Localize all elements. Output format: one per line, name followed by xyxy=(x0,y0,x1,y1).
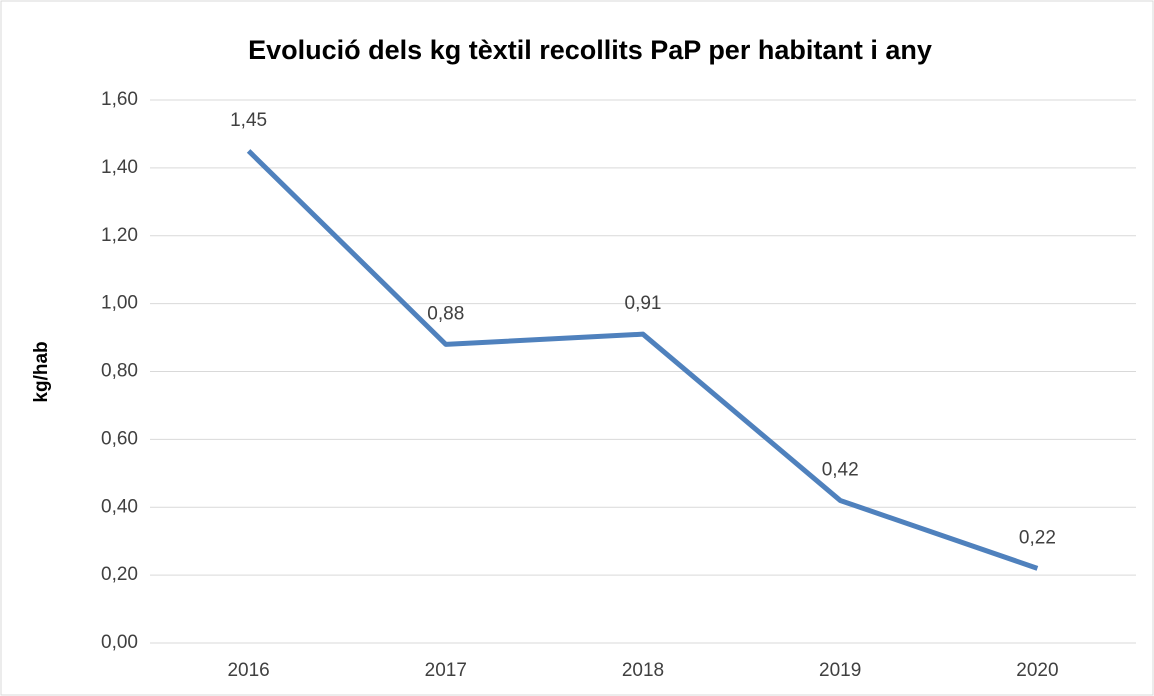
y-tick-label: 0,20 xyxy=(101,564,138,585)
y-tick-label: 0,60 xyxy=(101,428,138,449)
y-tick-label: 1,40 xyxy=(101,157,138,178)
x-tick-label: 2018 xyxy=(622,660,664,681)
data-label: 0,91 xyxy=(625,293,662,314)
y-tick-label: 0,80 xyxy=(101,361,138,382)
y-tick-label: 1,60 xyxy=(101,89,138,110)
x-tick-label: 2017 xyxy=(425,660,467,681)
y-axis-label: kg/hab xyxy=(31,341,52,402)
x-tick-label: 2020 xyxy=(1016,660,1058,681)
data-label: 0,88 xyxy=(427,303,464,324)
data-label: 0,22 xyxy=(1019,527,1056,548)
x-tick-label: 2016 xyxy=(227,660,269,681)
data-label: 1,45 xyxy=(230,110,267,131)
y-tick-label: 1,00 xyxy=(101,293,138,314)
y-tick-label: 1,20 xyxy=(101,225,138,246)
y-tick-label: 0,40 xyxy=(101,496,138,517)
y-tick-label: 0,00 xyxy=(101,632,138,653)
line xyxy=(246,149,1039,571)
data-label: 0,42 xyxy=(822,459,859,480)
chart-title: Evolució dels kg tèxtil recollits PaP pe… xyxy=(248,35,932,65)
x-tick-label: 2019 xyxy=(819,660,861,681)
